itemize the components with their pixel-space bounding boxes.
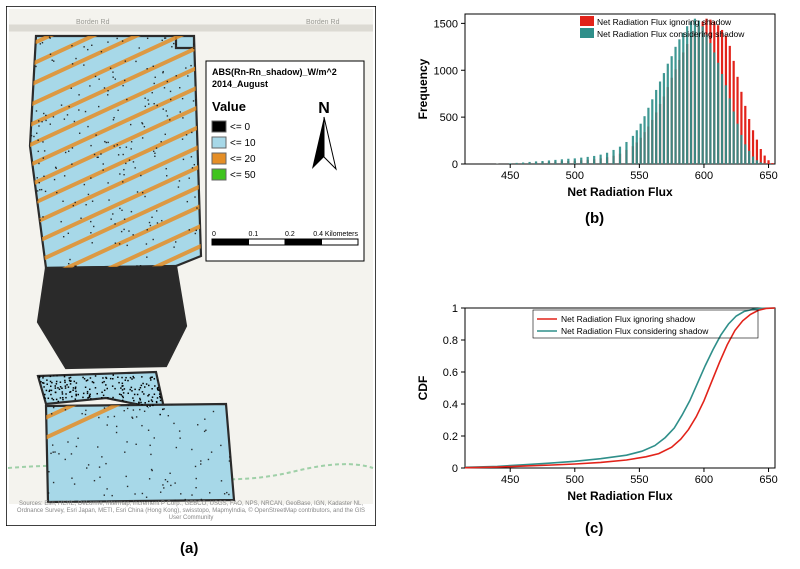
svg-text:ABS(Rn-Rn_shadow)_W/m^2: ABS(Rn-Rn_shadow)_W/m^2 (212, 67, 337, 77)
svg-text:Net Radiation Flux considering: Net Radiation Flux considering shadow (561, 326, 709, 336)
svg-text:Net Radiation Flux considering: Net Radiation Flux considering shadow (597, 29, 745, 39)
svg-text:0.4 Kilometers: 0.4 Kilometers (313, 231, 358, 238)
svg-text:0.4: 0.4 (443, 399, 458, 411)
svg-text:<= 50: <= 50 (230, 170, 256, 181)
panel-c: 450 500 550 600 650 0 0.2 0.4 0.6 0.8 1 Net Radiati… (410, 300, 788, 530)
svg-text:2014_August: 2014_August (212, 79, 268, 89)
svg-text:0.2: 0.2 (285, 231, 295, 238)
svg-text:0.8: 0.8 (443, 335, 458, 347)
svg-text:<= 0: <= 0 (230, 122, 250, 133)
cdf-svg: 450 500 550 600 650 0 0.2 0.4 0.6 0.8 1 Net Radiati… (410, 300, 788, 510)
svg-text:CDF: CDF (416, 376, 430, 401)
svg-text:1500: 1500 (434, 18, 458, 30)
svg-text:Borden Rd: Borden Rd (76, 19, 110, 26)
svg-text:Net Radiation Flux ignoring sh: Net Radiation Flux ignoring shadow (597, 17, 732, 27)
svg-text:1000: 1000 (434, 65, 458, 77)
svg-text:500: 500 (440, 112, 458, 124)
svg-text:0.6: 0.6 (443, 367, 458, 379)
svg-text:500: 500 (566, 170, 584, 182)
svg-text:1: 1 (452, 303, 458, 315)
svg-text:Net Radiation Flux: Net Radiation Flux (567, 185, 673, 199)
svg-text:650: 650 (759, 474, 777, 486)
svg-text:N: N (318, 100, 330, 117)
panel-b-label: (b) (585, 210, 604, 227)
svg-text:Borden Rd: Borden Rd (306, 19, 340, 26)
svg-text:650: 650 (759, 170, 777, 182)
svg-text:0.2: 0.2 (443, 431, 458, 443)
svg-text:Value: Value (212, 99, 246, 114)
hist-svg: 450 500 550 600 650 0 500 1000 1500 Net Radiation… (410, 6, 788, 206)
svg-text:450: 450 (501, 170, 519, 182)
svg-text:550: 550 (630, 474, 648, 486)
svg-text:600: 600 (695, 170, 713, 182)
panel-a-label: (a) (180, 540, 198, 557)
svg-text:Frequency: Frequency (416, 58, 430, 119)
svg-text:500: 500 (566, 474, 584, 486)
map-attribution: Sources: Esri, HERE, DeLorme, Intermap, … (12, 501, 370, 522)
panel-a: Borden Rd Borden Rd ABS(Rn-Rn_shadow)_W/m^… (6, 6, 376, 526)
svg-text:450: 450 (501, 474, 519, 486)
svg-text:<= 20: <= 20 (230, 154, 256, 165)
map-svg: Borden Rd Borden Rd ABS(Rn-Rn_shadow)_W/m^… (6, 6, 376, 526)
svg-text:550: 550 (630, 170, 648, 182)
svg-text:0: 0 (452, 159, 458, 171)
panel-c-label: (c) (585, 520, 603, 537)
svg-text:600: 600 (695, 474, 713, 486)
svg-text:0: 0 (452, 463, 458, 475)
svg-text:0: 0 (212, 231, 216, 238)
svg-text:Net Radiation Flux ignoring sh: Net Radiation Flux ignoring shadow (561, 314, 696, 324)
svg-text:<= 10: <= 10 (230, 138, 256, 149)
svg-text:0.1: 0.1 (249, 231, 259, 238)
panel-b: 450 500 550 600 650 0 500 1000 1500 Net Radiation… (410, 6, 788, 226)
svg-text:Net Radiation Flux: Net Radiation Flux (567, 489, 673, 503)
